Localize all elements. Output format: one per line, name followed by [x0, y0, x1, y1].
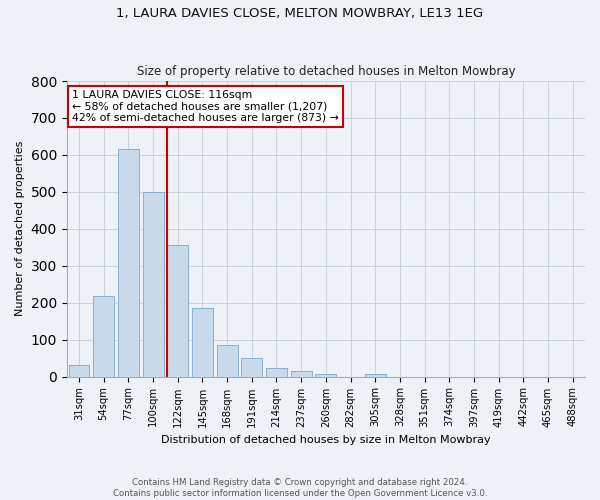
Text: 1, LAURA DAVIES CLOSE, MELTON MOWBRAY, LE13 1EG: 1, LAURA DAVIES CLOSE, MELTON MOWBRAY, L… [116, 8, 484, 20]
Bar [68, 366, 89, 376]
Bar [143, 192, 164, 376]
Text: 1 LAURA DAVIES CLOSE: 116sqm
← 58% of detached houses are smaller (1,207)
42% of: 1 LAURA DAVIES CLOSE: 116sqm ← 58% of de… [72, 90, 338, 123]
Bar [290, 371, 311, 376]
Bar [241, 358, 262, 376]
Bar [93, 296, 114, 376]
Bar [118, 150, 139, 376]
Bar [167, 246, 188, 376]
Bar [316, 374, 337, 376]
Y-axis label: Number of detached properties: Number of detached properties [15, 141, 25, 316]
Bar [192, 308, 213, 376]
Text: Contains HM Land Registry data © Crown copyright and database right 2024.
Contai: Contains HM Land Registry data © Crown c… [113, 478, 487, 498]
X-axis label: Distribution of detached houses by size in Melton Mowbray: Distribution of detached houses by size … [161, 435, 491, 445]
Bar [365, 374, 386, 376]
Bar [217, 345, 238, 376]
Bar [266, 368, 287, 376]
Title: Size of property relative to detached houses in Melton Mowbray: Size of property relative to detached ho… [137, 66, 515, 78]
